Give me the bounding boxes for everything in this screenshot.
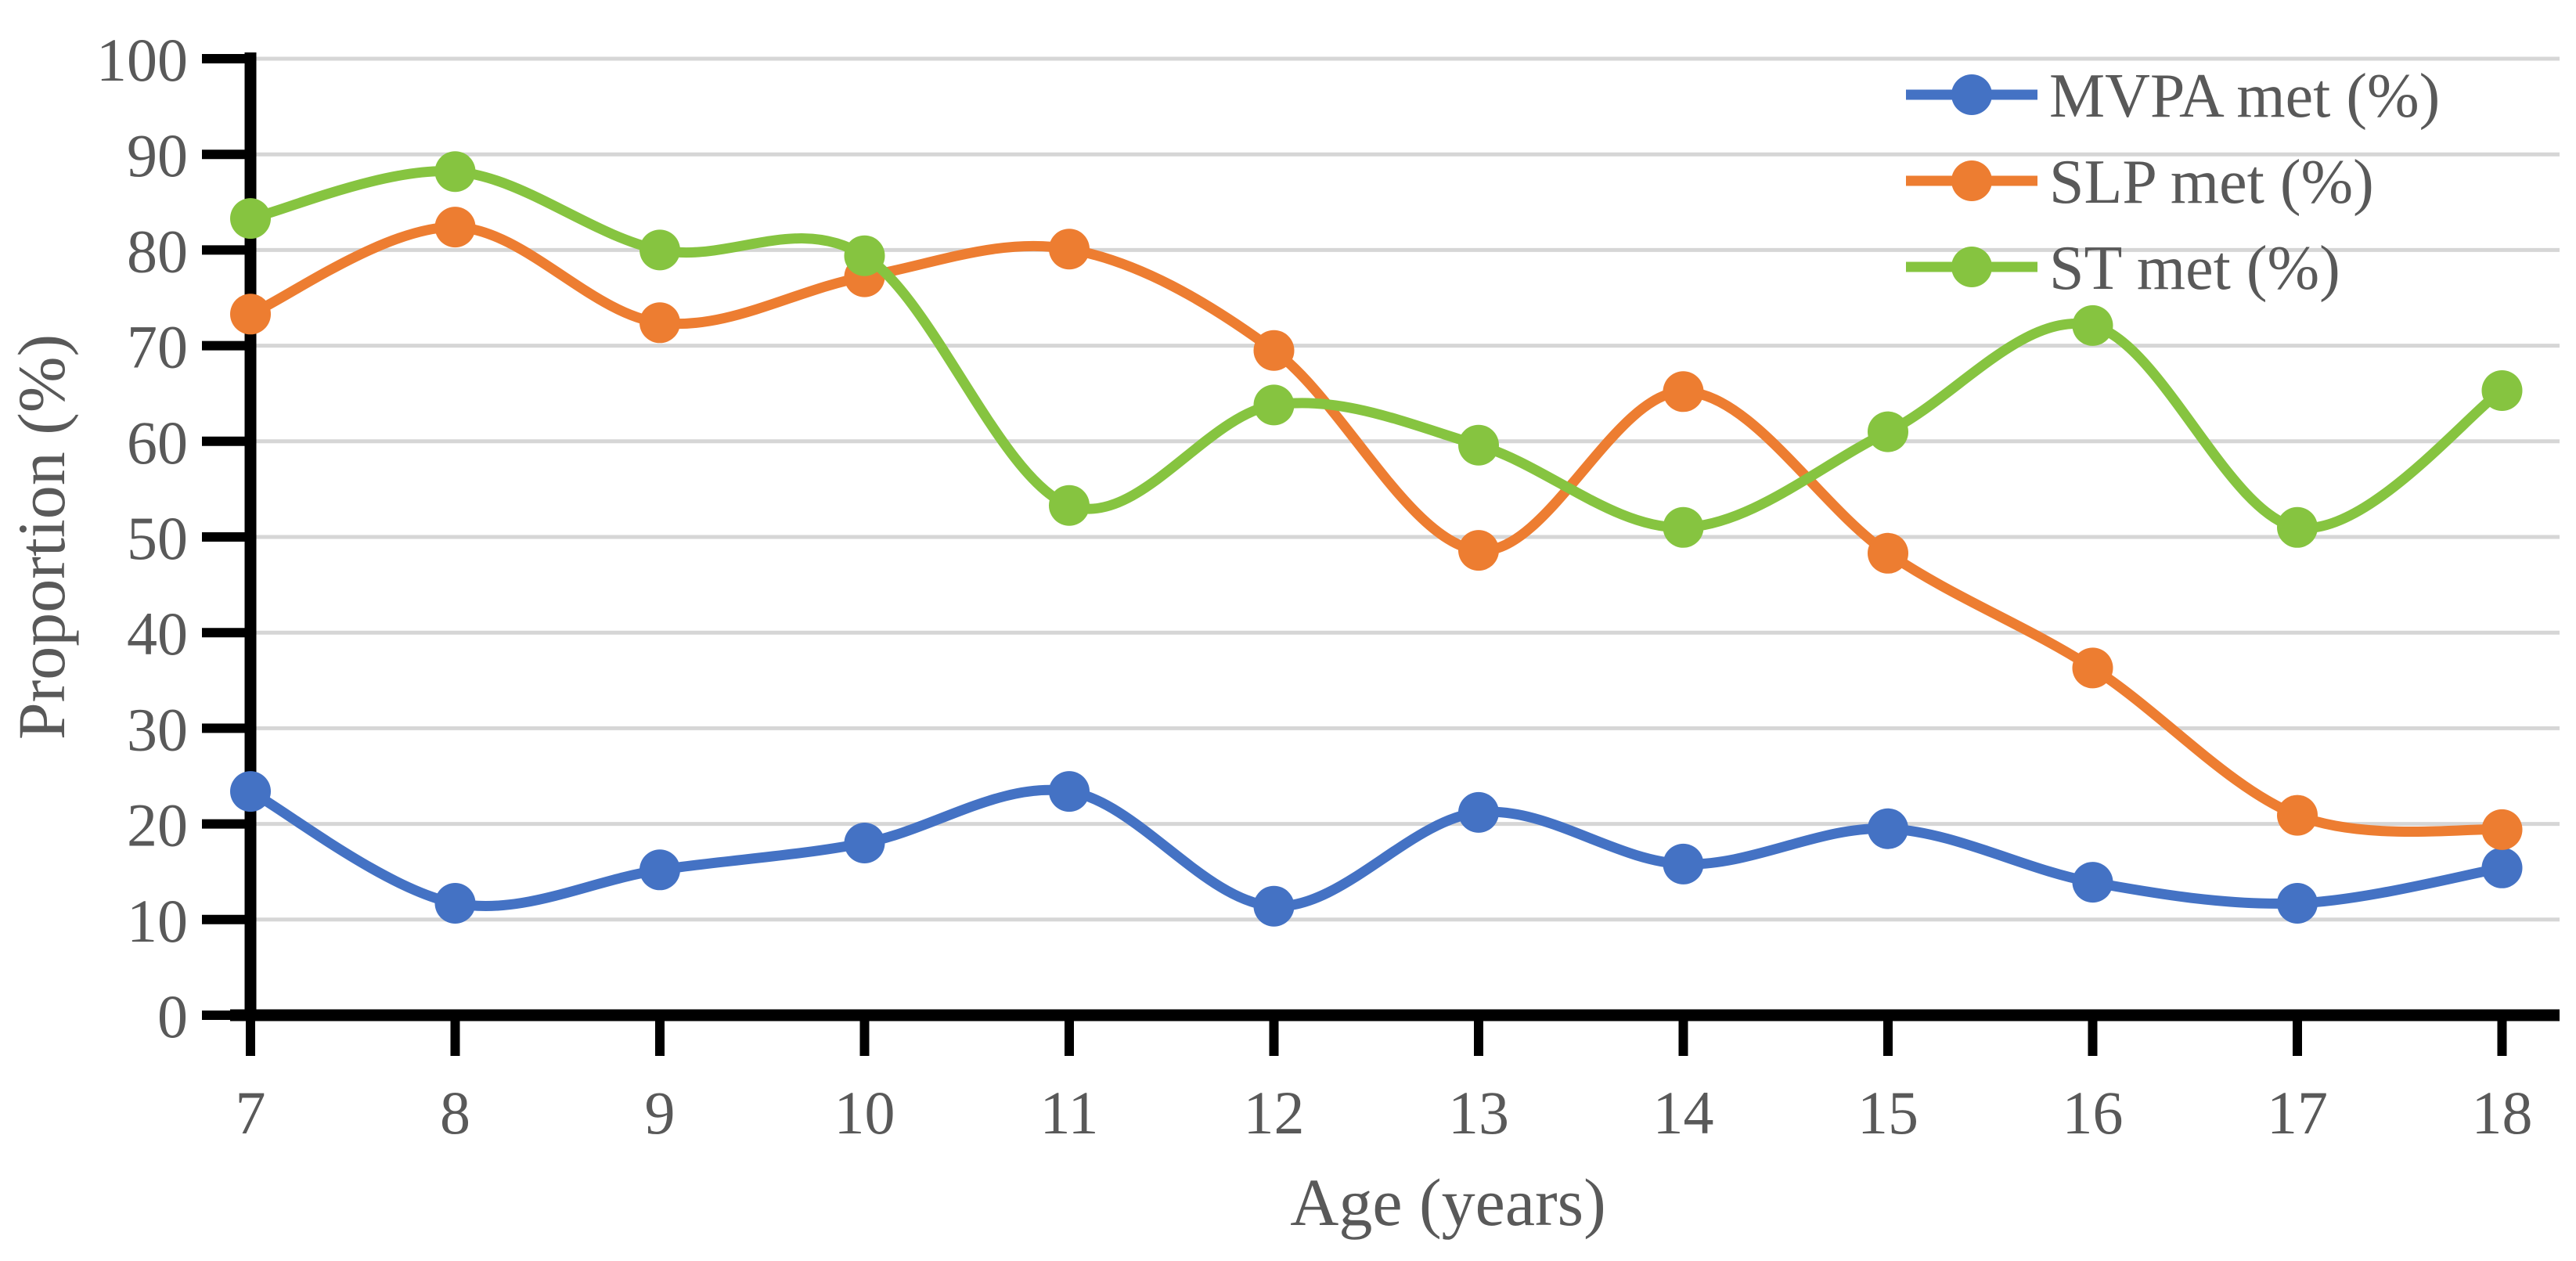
x-tick-label: 8 <box>440 1079 470 1147</box>
data-point-st <box>2277 506 2318 548</box>
legend-marker-icon <box>1951 247 1992 287</box>
data-point-st <box>1049 485 1090 526</box>
y-tick-label: 0 <box>157 982 188 1050</box>
x-tick-label: 11 <box>1039 1079 1098 1147</box>
x-tick-label: 10 <box>834 1079 895 1147</box>
y-tick-label: 20 <box>127 791 188 859</box>
y-tick-label: 30 <box>127 695 188 763</box>
data-point-st <box>2072 304 2113 346</box>
data-point-mvpa <box>1663 843 1704 885</box>
data-point-slp <box>1868 532 1908 574</box>
data-point-mvpa <box>434 883 476 924</box>
legend-marker-icon <box>1951 74 1992 115</box>
data-point-mvpa <box>1049 771 1090 812</box>
data-point-st <box>230 198 271 240</box>
data-point-mvpa <box>2277 883 2318 924</box>
data-point-slp <box>2481 809 2523 850</box>
series-line-mvpa <box>245 784 2507 912</box>
data-point-st <box>1868 411 1908 452</box>
y-tick-label: 60 <box>127 409 188 477</box>
y-tick-label: 90 <box>127 121 188 189</box>
y-tick-label: 80 <box>127 217 188 285</box>
data-point-mvpa <box>1868 808 1908 849</box>
x-tick-label: 13 <box>1448 1079 1509 1147</box>
x-tick-label: 14 <box>1653 1079 1714 1147</box>
x-tick-label: 9 <box>645 1079 676 1147</box>
series-st <box>230 151 2523 548</box>
legend-label: MVPA met (%) <box>2049 62 2440 131</box>
y-tick-label: 40 <box>127 600 188 668</box>
x-tick-label: 7 <box>236 1079 266 1147</box>
data-point-slp <box>434 207 476 248</box>
x-tick-label: 18 <box>2472 1079 2533 1147</box>
legend-item: SLP met (%) <box>1906 148 2374 217</box>
data-point-mvpa <box>639 849 680 891</box>
y-tick-label: 50 <box>127 504 188 572</box>
series-line-slp <box>245 222 2507 837</box>
y-tick-label: 70 <box>127 313 188 381</box>
series-layer <box>230 151 2523 927</box>
legend-item: ST met (%) <box>1906 234 2340 303</box>
data-point-slp <box>1458 530 1499 571</box>
data-point-st <box>2481 370 2523 411</box>
legend-item: MVPA met (%) <box>1906 62 2440 131</box>
data-point-st <box>1663 506 1704 548</box>
data-point-st <box>1253 384 1295 426</box>
y-tick-label: 10 <box>127 887 188 955</box>
data-point-slp <box>639 302 680 344</box>
x-axis-title: Age (years) <box>1290 1165 1606 1240</box>
data-point-slp <box>1253 330 1295 371</box>
data-point-mvpa <box>844 823 885 863</box>
data-point-st <box>434 151 476 193</box>
legend-label: ST met (%) <box>2049 234 2340 303</box>
legend-label: SLP met (%) <box>2049 148 2374 217</box>
y-tick-label: 100 <box>96 26 188 94</box>
data-point-st <box>639 229 680 271</box>
data-point-slp <box>230 294 271 335</box>
data-point-slp <box>2277 794 2318 836</box>
x-tick-label: 17 <box>2267 1079 2328 1147</box>
data-point-mvpa <box>230 771 271 812</box>
data-point-mvpa <box>1458 791 1499 833</box>
x-tick-label: 12 <box>1244 1079 1305 1147</box>
series-slp <box>230 207 2523 850</box>
data-point-mvpa <box>1253 885 1295 927</box>
x-tick-label: 16 <box>2063 1079 2124 1147</box>
data-point-st <box>844 235 885 276</box>
x-tick-label: 15 <box>1857 1079 1918 1147</box>
y-axis-title: Proportion (%) <box>4 334 79 740</box>
legend: MVPA met (%) SLP met (%) ST met (%) <box>1906 62 2440 303</box>
series-mvpa <box>230 771 2523 927</box>
data-point-slp <box>2072 647 2113 689</box>
gridlines-layer <box>252 56 2560 922</box>
axis-labels-layer: 0 10 20 30 40 50 60 70 80 90 100 7 8 9 10 11 12 13 14 15 16 1… <box>96 26 2533 1147</box>
data-point-st <box>1458 424 1499 466</box>
data-point-mvpa <box>2072 862 2113 903</box>
data-point-slp <box>1663 371 1704 413</box>
data-point-mvpa <box>2481 847 2523 888</box>
legend-marker-icon <box>1951 160 1992 201</box>
data-point-slp <box>1049 229 1090 270</box>
